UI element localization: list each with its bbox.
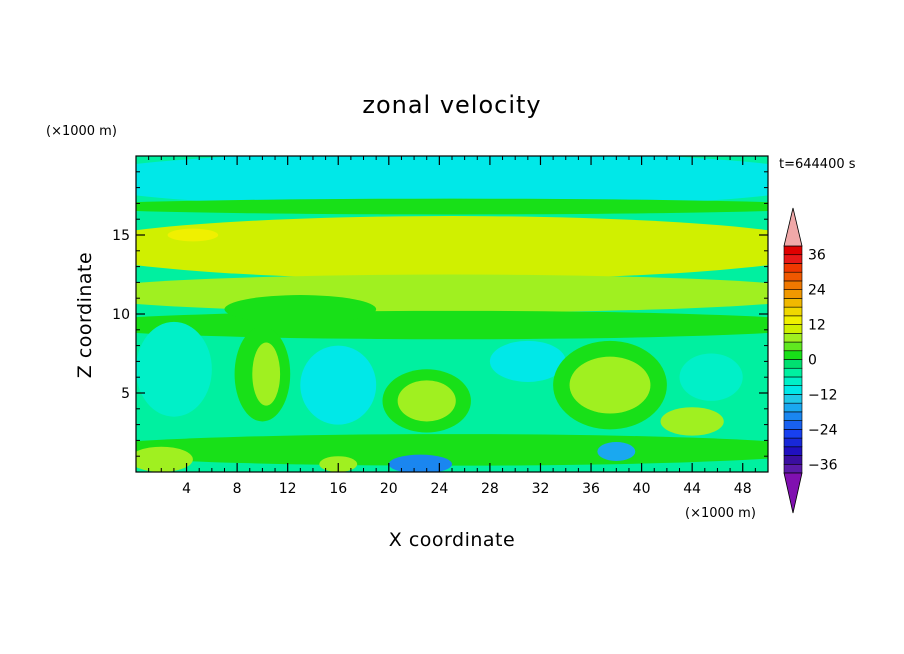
y-tick-label: 5: [121, 386, 130, 402]
colorbar-swatch: [783, 245, 803, 256]
colorbar-swatch: [783, 254, 803, 264]
colorbar-swatch: [783, 315, 803, 325]
colorbar-swatch: [783, 324, 803, 334]
colorbar-swatch: [783, 350, 803, 360]
y-axis: 5 10 15: [112, 171, 768, 457]
field-region: [136, 198, 768, 215]
colorbar-swatch: [783, 437, 803, 448]
field-region: [167, 228, 219, 242]
x-tick-label: 44: [683, 481, 701, 497]
colorbar-label: −24: [808, 422, 838, 438]
y-axis-label: Z coordinate: [74, 252, 96, 378]
colorbar-swatch: [783, 376, 803, 386]
colorbar-label: −36: [808, 457, 838, 473]
colorbar-label: 0: [808, 353, 817, 369]
colorbar-swatch: [783, 298, 803, 308]
colorbar-swatch: [783, 359, 803, 369]
x-axis-unit: (×1000 m): [685, 506, 756, 521]
y-tick-label: 15: [112, 228, 130, 244]
x-tick-label: 24: [430, 481, 448, 497]
colorbar-swatch: [783, 394, 803, 404]
colorbar-swatch: [783, 333, 803, 343]
colorbar-label: 24: [808, 283, 826, 299]
x-axis-label: X coordinate: [389, 529, 515, 551]
colorbar-swatch: [783, 367, 803, 378]
colorbar-swatch: [783, 306, 803, 317]
field-region: [679, 353, 743, 401]
colorbar-swatch: [783, 429, 803, 439]
x-tick-label: 40: [633, 481, 651, 497]
x-tick-label: 36: [582, 481, 600, 497]
colorbar-max-triangle: [783, 207, 803, 247]
field-region: [597, 441, 636, 461]
chart-title: zonal velocity: [362, 91, 541, 119]
field-region: [136, 446, 193, 472]
y-tick-label: 10: [112, 307, 130, 323]
colorbar-swatch: [783, 411, 803, 421]
colorbar-swatch: [783, 289, 803, 299]
x-tick-label: 32: [532, 481, 550, 497]
colorbar-swatch: [783, 271, 803, 282]
x-tick-label: 16: [329, 481, 347, 497]
colorbar-swatch: [783, 420, 803, 430]
field-region: [136, 156, 768, 209]
field-region: [252, 342, 281, 406]
colorbar-swatch: [783, 341, 803, 352]
x-tick-label: 48: [734, 481, 752, 497]
colorbar-swatch: [783, 446, 803, 456]
field-region: [300, 345, 377, 425]
colorbar: 36 24 12 0 −12 −24 −36: [783, 207, 838, 514]
colorbar-swatch: [783, 455, 803, 465]
field-region: [224, 295, 377, 324]
field-region: [136, 274, 768, 313]
field-region: [660, 407, 724, 436]
colorbar-label: 12: [808, 318, 826, 334]
colorbar-swatch: [783, 280, 803, 290]
time-label: t=644400 s: [779, 157, 856, 172]
colorbar-swatch: [783, 385, 803, 395]
field-region: [136, 216, 768, 280]
field-region: [397, 380, 456, 422]
field-region: [489, 340, 566, 382]
y-axis-unit: (×1000 m): [46, 124, 117, 139]
x-tick-label: 28: [481, 481, 499, 497]
field-region: [136, 321, 212, 417]
x-axis: 4 8 12 16 20 24 28 32 36 40 44 48: [148, 156, 756, 497]
x-tick-label: 20: [380, 481, 398, 497]
colorbar-swatch: [783, 402, 803, 413]
x-tick-label: 12: [279, 481, 297, 497]
colorbar-min-triangle: [783, 472, 803, 514]
field-region: [388, 454, 452, 472]
colorbar-label: −12: [808, 387, 838, 403]
x-tick-label: 4: [182, 481, 191, 497]
field-region: [569, 356, 651, 414]
colorbar-swatch: [783, 263, 803, 273]
x-tick-label: 8: [233, 481, 242, 497]
colorbar-label: 36: [808, 248, 826, 264]
velocity-field: [136, 156, 768, 472]
colorbar-swatch: [783, 463, 803, 474]
